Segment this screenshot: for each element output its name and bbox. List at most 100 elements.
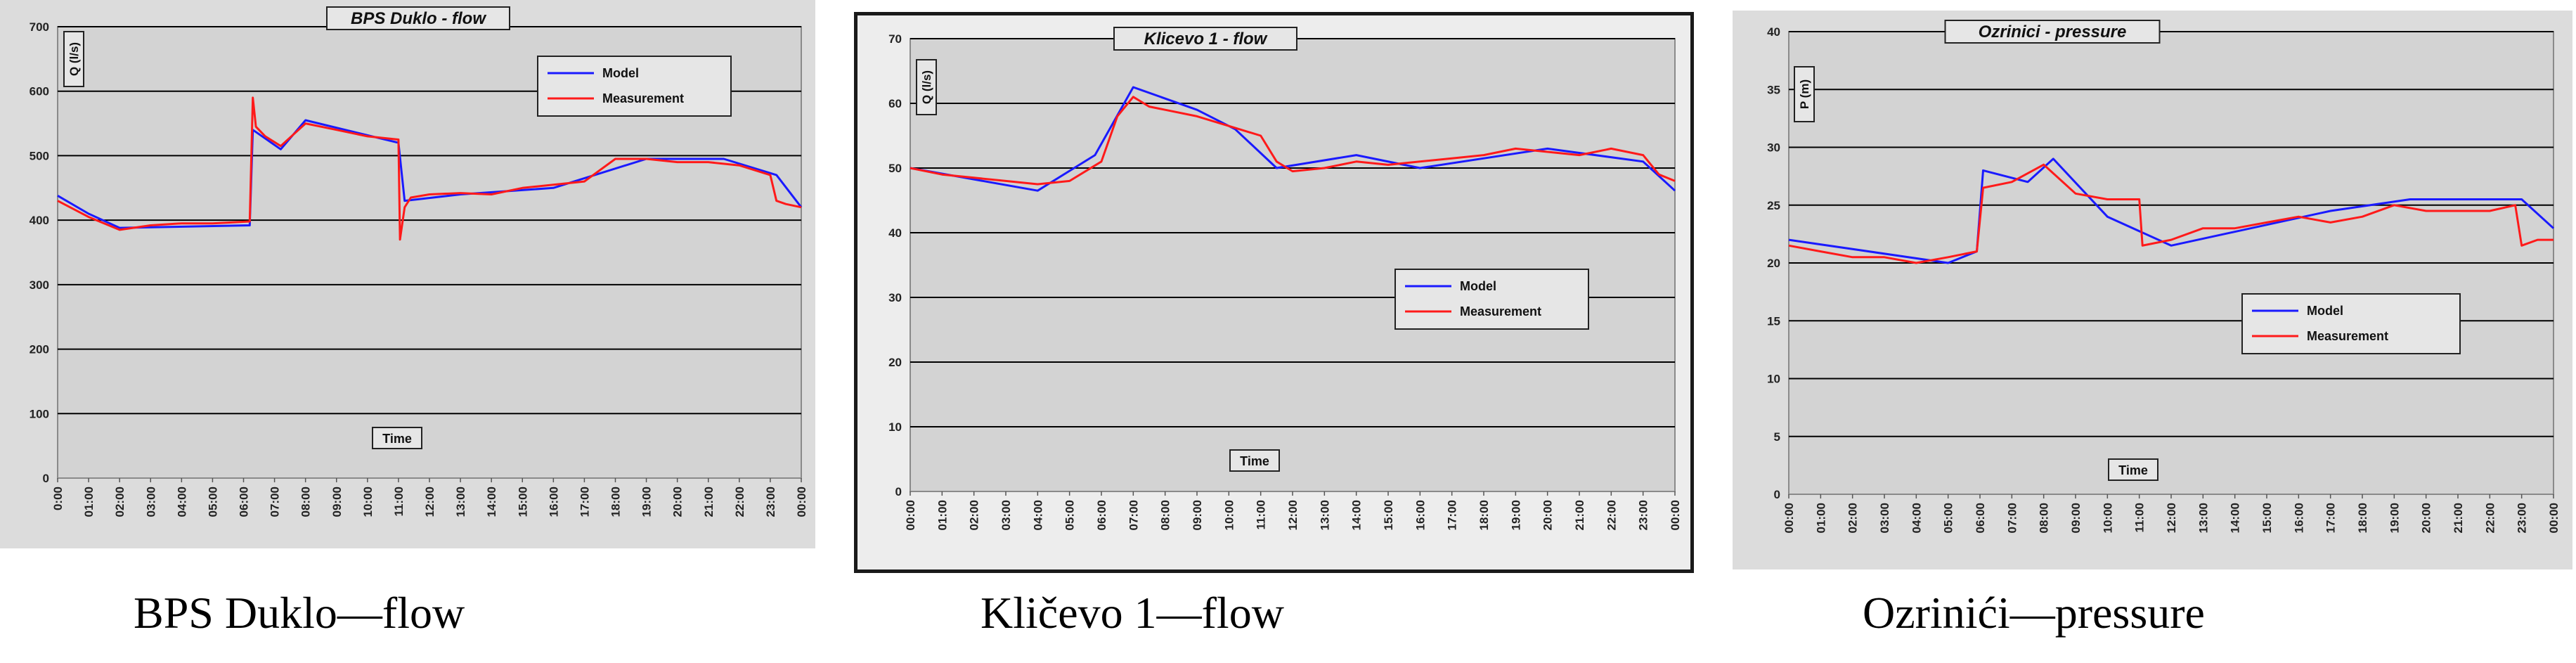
y-tick-label: 200: [30, 343, 49, 356]
x-tick-label: 06:00: [1974, 503, 1987, 533]
y-tick-label: 20: [888, 356, 902, 369]
caption-klicevo: Kličevo 1—flow: [980, 588, 1284, 638]
x-tick-label: 06:00: [1095, 500, 1108, 530]
x-tick-label: 00:00: [795, 487, 808, 517]
ylabel-box: [1794, 66, 1815, 122]
y-tick-label: 40: [1767, 25, 1780, 39]
ylabel-box: [63, 31, 84, 87]
legend-label-model: Model: [1460, 279, 1496, 293]
y-tick-label: 50: [888, 162, 902, 175]
x-tick-label: 07:00: [2005, 503, 2019, 533]
legend-label-measurement: Measurement: [2307, 329, 2388, 343]
x-tick-label: 10:00: [361, 487, 375, 517]
series-line-measurement: [57, 96, 802, 241]
chart-panel-ozrinici: 0 5 10 15 20 25 30 35 40 00:00 01:00 02:00 03:00 04:0…: [1733, 11, 2572, 569]
x-tick-label: 17:00: [578, 487, 591, 517]
x-tick-label: 19:00: [1509, 500, 1522, 530]
x-tick-label: 10:00: [1222, 500, 1236, 530]
x-tick-label: 11:00: [392, 487, 406, 517]
y-tick-label: 600: [30, 85, 49, 98]
x-tick-label: 11:00: [1255, 500, 1268, 530]
x-tick-label: 14:00: [485, 487, 498, 517]
x-tick-label: 13:00: [1318, 500, 1331, 530]
x-tick-label: 22:00: [733, 487, 746, 517]
x-tick-label: 22:00: [1605, 500, 1618, 530]
x-tick-label: 12:00: [423, 487, 436, 517]
chart-title: BPS Duklo - flow: [351, 9, 486, 28]
title-box: [1944, 20, 2161, 44]
x-tick-label: 12:00: [1286, 500, 1300, 530]
x-tick-label: 12:00: [2165, 503, 2178, 533]
plot-area: [910, 38, 1676, 492]
xlabel-box: [1229, 449, 1280, 472]
x-tick-label: 02:00: [968, 500, 981, 530]
x-tick-label: 16:00: [2292, 503, 2305, 533]
chart-bps-duklo-flow: 0 100 200 300 400 500 600 700 0:00 01:00 02:00 03:0…: [0, 0, 815, 548]
y-tick-label: 30: [1767, 141, 1780, 155]
x-tick-label: 04:00: [1031, 500, 1044, 530]
x-tick-label: 14:00: [2229, 503, 2242, 533]
x-tick-label: 07:00: [268, 487, 282, 517]
x-tick-label: 17:00: [2324, 503, 2338, 533]
chart-panel-klicevo: 0 10 20 30 40 50 60 70 00:00 01:00 02:00 03:00 04:00…: [854, 12, 1694, 573]
x-tick-label: 05:00: [1063, 500, 1077, 530]
y-axis-label: Q (l/s): [920, 70, 933, 104]
y-tick-label: 700: [30, 20, 49, 34]
legend-label-measurement: Measurement: [602, 91, 684, 105]
y-tick-label: 70: [888, 32, 902, 46]
y-tick-label: 15: [1767, 314, 1780, 328]
x-tick-label: 20:00: [2420, 503, 2433, 533]
x-tick-label: 23:00: [2516, 503, 2529, 533]
x-tick-label: 09:00: [330, 487, 344, 517]
chart-ozrinici-pressure: 0 5 10 15 20 25 30 35 40 00:00 01:00 02:00 03:00 04:0…: [1733, 11, 2572, 569]
x-tick-label: 08:00: [2038, 503, 2051, 533]
x-tick-label: 00:00: [2547, 503, 2561, 533]
x-tick-label: 13:00: [454, 487, 467, 517]
series-line-measurement: [910, 96, 1676, 186]
y-tick-label: 0: [1774, 488, 1780, 501]
x-tick-label: 18:00: [609, 487, 623, 517]
x-tick-label: 09:00: [2069, 503, 2083, 533]
y-tick-label: 10: [1767, 373, 1780, 386]
caption-ozrinici: Ozrinići—pressure: [1863, 588, 2205, 638]
x-tick-label: 01:00: [82, 487, 96, 517]
chart-title: Klicevo 1 - flow: [1144, 30, 1268, 49]
y-tick-label: 300: [30, 278, 49, 292]
legend-box: [2241, 293, 2461, 354]
x-tick-label: 20:00: [1541, 500, 1555, 530]
xlabel-box: [372, 427, 422, 449]
x-tick-label: 00:00: [904, 500, 917, 530]
series-line-measurement: [1788, 163, 2554, 264]
x-tick-label: 05:00: [206, 487, 219, 517]
y-tick-label: 5: [1774, 430, 1780, 444]
x-tick-label: 22:00: [2483, 503, 2497, 533]
y-tick-label: 40: [888, 226, 902, 240]
x-tick-label: 03:00: [999, 500, 1013, 530]
x-tick-label: 14:00: [1350, 500, 1364, 530]
y-axis-label: Q (l/s): [67, 42, 81, 76]
x-tick-label: 04:00: [175, 487, 188, 517]
x-tick-label: 04:00: [1910, 503, 1923, 533]
legend-label-model: Model: [2307, 304, 2343, 318]
x-tick-label: 15:00: [516, 487, 529, 517]
x-tick-label: 19:00: [640, 487, 654, 517]
x-tick-label: 0:00: [51, 487, 65, 510]
x-tick-label: 07:00: [1127, 500, 1140, 530]
x-tick-label: 17:00: [1446, 500, 1459, 530]
chart-klicevo-flow: 0 10 20 30 40 50 60 70 00:00 01:00 02:00 03:00 04:00…: [854, 12, 1694, 573]
x-tick-label: 15:00: [2260, 503, 2274, 533]
ylabel-box: [916, 59, 937, 115]
x-tick-label: 00:00: [1669, 500, 1682, 530]
y-tick-label: 35: [1767, 83, 1780, 96]
y-tick-label: 10: [888, 420, 902, 434]
y-tick-label: 0: [895, 485, 902, 498]
x-tick-label: 08:00: [1159, 500, 1172, 530]
x-tick-label: 09:00: [1191, 500, 1204, 530]
title-box: [326, 6, 510, 30]
x-tick-label: 18:00: [1477, 500, 1491, 530]
x-axis-label: Time: [1240, 454, 1269, 468]
x-tick-label: 15:00: [1382, 500, 1395, 530]
x-tick-label: 08:00: [299, 487, 313, 517]
x-tick-label: 13:00: [2196, 503, 2210, 533]
y-tick-label: 400: [30, 214, 49, 227]
